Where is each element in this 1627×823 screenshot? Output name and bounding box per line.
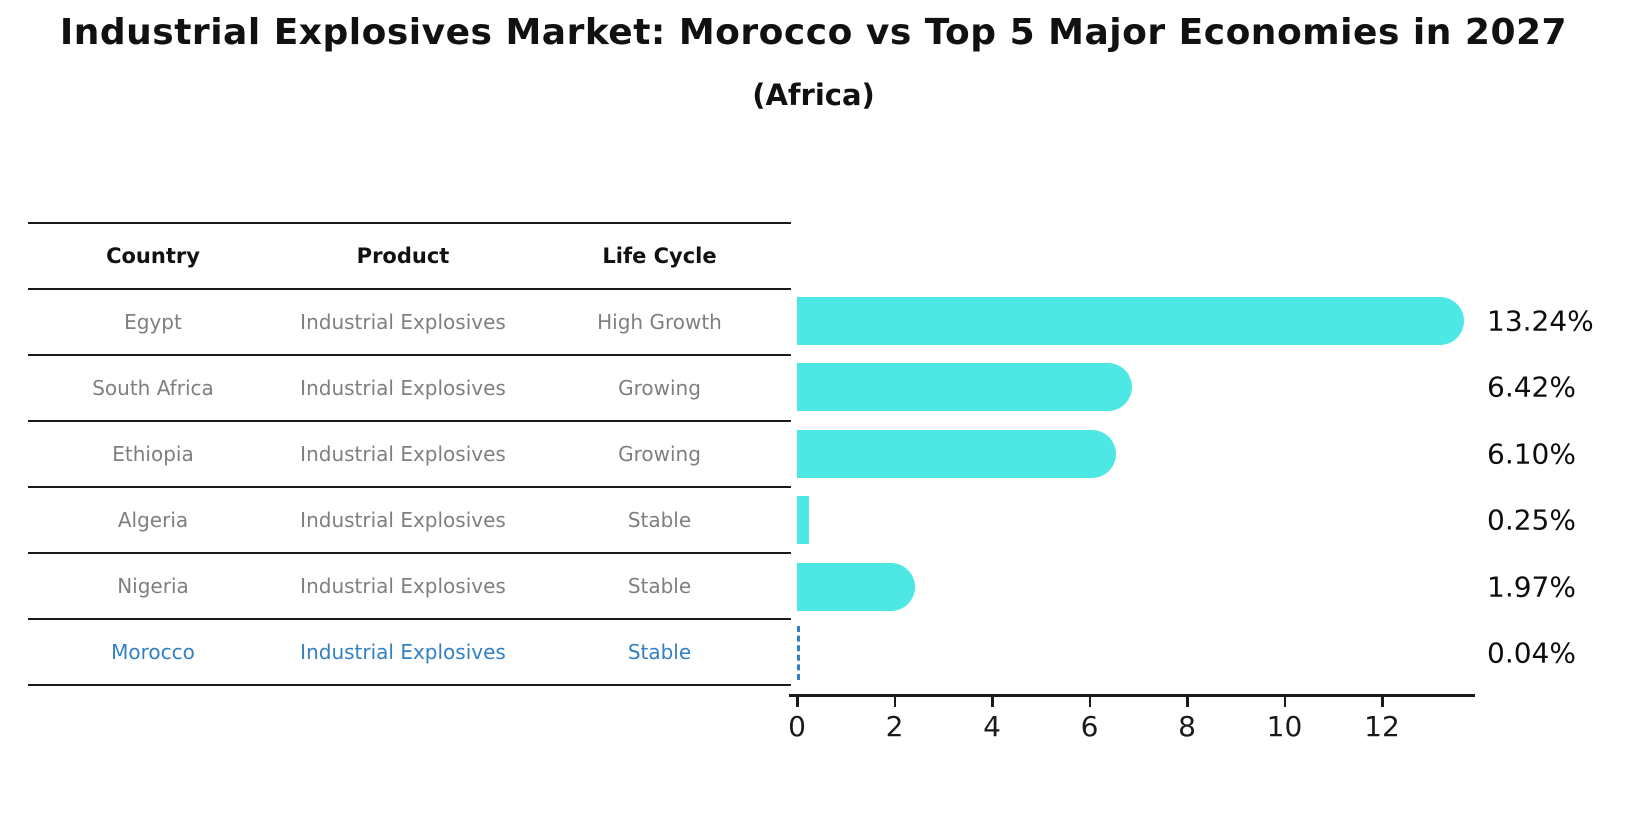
cell-life-cycle: Stable	[627, 640, 692, 664]
bar-ethiopia	[797, 429, 1117, 478]
column-header-country: Country	[106, 244, 200, 268]
cell-life-cycle: Stable	[627, 574, 692, 598]
value-label-algeria: 0.25%	[1487, 503, 1576, 537]
cell-product: Industrial Explosives	[300, 442, 506, 466]
chart-title: Industrial Explosives Market: Morocco vs…	[59, 12, 1568, 53]
cell-country: Egypt	[124, 310, 182, 334]
table-row-egypt: Egypt Industrial Explosives High Growth	[28, 290, 791, 356]
table-row-morocco: Morocco Industrial Explosives Stable	[28, 620, 791, 686]
cell-country: Morocco	[111, 640, 195, 664]
x-tick-mark-12	[1381, 697, 1384, 707]
x-tick-mark-4	[991, 697, 994, 707]
cell-product: Industrial Explosives	[300, 508, 506, 532]
x-tick-label-2: 2	[885, 710, 904, 743]
table-row-nigeria: Nigeria Industrial Explosives Stable	[28, 554, 791, 620]
column-header-life-cycle: Life Cycle	[602, 244, 717, 268]
table-row-ethiopia: Ethiopia Industrial Explosives Growing	[28, 422, 791, 488]
bar-algeria	[797, 496, 810, 545]
x-tick-label-4: 4	[983, 710, 1001, 743]
x-tick-label-0: 0	[788, 710, 806, 743]
x-tick-mark-2	[893, 697, 896, 707]
x-tick-mark-6	[1088, 697, 1091, 707]
bar-egypt	[797, 297, 1465, 345]
bar-south-africa	[797, 363, 1132, 412]
cell-life-cycle: Growing	[618, 442, 701, 466]
x-tick-label-10: 10	[1266, 710, 1303, 743]
x-axis-line	[789, 694, 1475, 697]
cell-product: Industrial Explosives	[300, 640, 506, 664]
value-label-ethiopia: 6.10%	[1487, 437, 1576, 471]
value-label-morocco: 0.04%	[1487, 636, 1576, 670]
cell-product: Industrial Explosives	[300, 310, 506, 334]
x-tick-mark-10	[1283, 697, 1286, 707]
cell-life-cycle: Growing	[618, 376, 701, 400]
bar-morocco-dashed	[797, 626, 800, 680]
x-tick-mark-0	[796, 697, 799, 707]
table-body: Egypt Industrial Explosives High Growth Sou…	[28, 290, 791, 686]
chart-subtitle: (Africa)	[752, 78, 875, 112]
column-header-product: Product	[356, 244, 450, 268]
value-label-nigeria: 1.97%	[1487, 570, 1576, 604]
value-label-south-africa: 6.42%	[1487, 370, 1576, 404]
cell-country: Algeria	[117, 508, 189, 532]
cell-product: Industrial Explosives	[300, 574, 506, 598]
x-tick-label-8: 8	[1178, 710, 1196, 743]
x-tick-label-6: 6	[1080, 710, 1099, 743]
cell-country: Nigeria	[117, 574, 189, 598]
x-tick-mark-8	[1186, 697, 1189, 707]
cell-life-cycle: Stable	[627, 508, 692, 532]
value-label-egypt: 13.24%	[1487, 304, 1594, 338]
cell-country: South Africa	[92, 376, 214, 400]
cell-product: Industrial Explosives	[300, 376, 506, 400]
bar-nigeria	[797, 562, 916, 611]
x-tick-label-12: 12	[1364, 710, 1400, 743]
table-row-algeria: Algeria Industrial Explosives Stable	[28, 488, 791, 554]
table-header-row: Country Product Life Cycle	[28, 224, 791, 290]
table-row-south-africa: South Africa Industrial Explosives Growing	[28, 356, 791, 422]
cell-life-cycle: High Growth	[597, 310, 722, 334]
country-table: Country Product Life Cycle Egypt Industri…	[28, 222, 791, 686]
cell-country: Ethiopia	[112, 442, 194, 466]
